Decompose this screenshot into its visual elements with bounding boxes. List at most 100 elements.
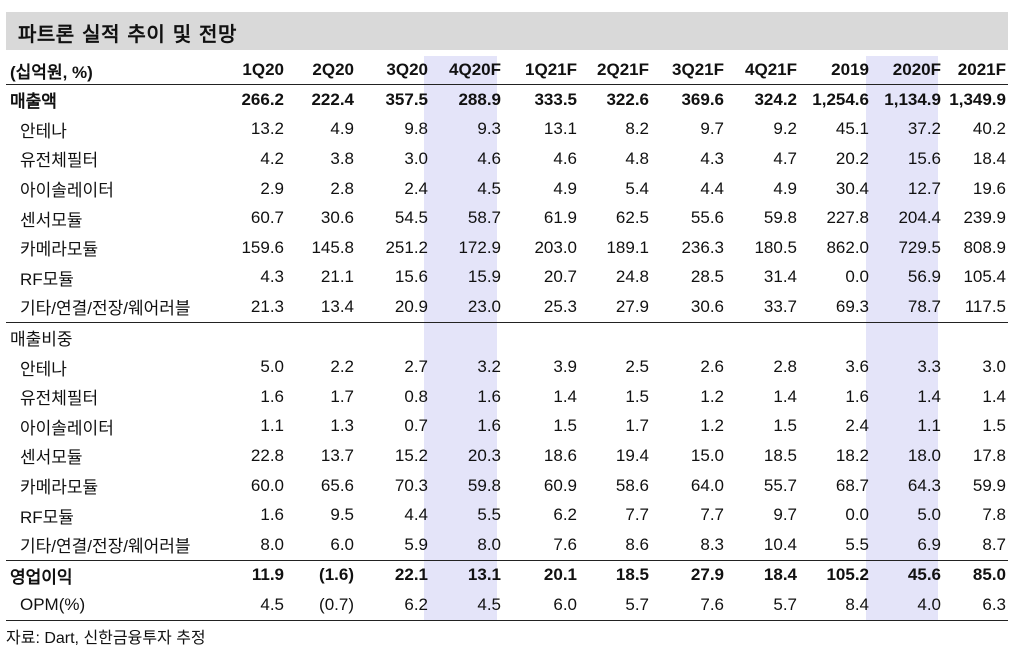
table-cell: 4.0 [871, 590, 943, 621]
table-cell [579, 321, 651, 353]
table-cell: 18.2 [835, 445, 869, 465]
table-cell: 172.9 [458, 237, 501, 257]
table-cell: 5.9 [404, 534, 428, 554]
table-cell: 8.6 [625, 534, 649, 554]
table-cell: 20.7 [543, 267, 577, 287]
table-cell: 21.3 [250, 296, 284, 316]
table-cell: 37.2 [907, 119, 941, 139]
table-row: 유전체필터 4.2 3.8 3.0 4.6 4.6 4.8 4.3 4.7 20.2 15.6 18.… [6, 144, 1008, 174]
table-cell: 4.9 [330, 119, 354, 139]
table-cell: 54.5 [394, 208, 428, 228]
table-cell: 5.0 [917, 505, 941, 525]
table-cell [356, 321, 430, 353]
table-row: 기타/연결/전장/웨어러블 8.0 6.0 5.9 8.0 7.6 8.6 8.3 10.4 5.… [6, 530, 1008, 560]
table-cell: 18.4 [972, 148, 1006, 168]
row-label: OPM(%) [6, 590, 212, 621]
table-cell: 6.0 [330, 534, 354, 554]
table-cell: 2.4 [404, 178, 428, 198]
table-cell: 203.0 [534, 237, 577, 257]
table-cell: 4.3 [700, 148, 724, 168]
col-header: 2021F [943, 56, 1008, 85]
table-title: 파트론 실적 추이 및 전망 [18, 22, 237, 46]
table-row: 기타/연결/전장/웨어러블 21.3 13.4 20.9 23.0 25.3 27.9 30.… [6, 292, 1008, 322]
table-cell: 105.2 [799, 559, 871, 591]
table-cell: 5.7 [579, 590, 651, 621]
table-cell: 30.6 [690, 296, 724, 316]
row-label: 센서모듈 [20, 448, 83, 468]
table-cell: 2.8 [330, 178, 354, 198]
table-row: 안테나 13.2 4.9 9.8 9.3 13.1 8.2 9.7 9.2 45.1 37.2 40.… [6, 115, 1008, 145]
table-cell: 13.1 [430, 559, 503, 591]
table-cell: 8.3 [700, 534, 724, 554]
table-cell: 20.3 [467, 445, 501, 465]
table-cell: 9.5 [330, 505, 354, 525]
table-row: 매출액 266.2 222.4 357.5 288.9 333.5 322.6 369.6 32… [6, 85, 1008, 115]
table-cell: 6.2 [553, 505, 577, 525]
table-cell [871, 321, 943, 353]
table-cell: 18.6 [543, 445, 577, 465]
table-cell: 64.0 [690, 475, 724, 495]
table-cell: 4.8 [625, 148, 649, 168]
table-cell: 2.5 [625, 357, 649, 377]
table-cell: 25.3 [543, 296, 577, 316]
table-cell: 1.7 [330, 386, 354, 406]
table-cell: 20.9 [394, 296, 428, 316]
table-cell: 55.7 [763, 475, 797, 495]
table-cell: 0.0 [845, 505, 869, 525]
table-cell: 59.8 [763, 208, 797, 228]
table-cell: 21.1 [320, 267, 354, 287]
col-header: 2Q21F [579, 56, 651, 85]
table-row: 유전체필터 1.6 1.7 0.8 1.6 1.4 1.5 1.2 1.4 1.6 1.4 1.4 [6, 382, 1008, 412]
table-cell: 1.6 [260, 505, 284, 525]
table-cell: 64.3 [907, 475, 941, 495]
table-row: 안테나 5.0 2.2 2.7 3.2 3.9 2.5 2.6 2.8 3.6 3.3 3.0 [6, 352, 1008, 382]
table-cell: 1.6 [845, 386, 869, 406]
row-label: 아이솔레이터 [20, 181, 114, 201]
table-cell: 13.2 [250, 119, 284, 139]
table-cell: 0.7 [404, 416, 428, 436]
table-row: OPM(%) 4.5 (0.7) 6.2 4.5 6.0 5.7 7.6 5.7 8.4 4.0 6.… [6, 590, 1008, 621]
table-cell: 1.6 [477, 416, 501, 436]
col-header: 3Q20 [356, 56, 430, 85]
table-cell: 4.5 [212, 590, 286, 621]
col-header: 4Q20F [430, 56, 503, 85]
table-cell: 2.7 [404, 357, 428, 377]
table-cell: 58.7 [467, 208, 501, 228]
table-cell: 18.0 [907, 445, 941, 465]
table-cell: 6.9 [917, 534, 941, 554]
table-cell: 7.7 [700, 505, 724, 525]
table-cell: 28.5 [690, 267, 724, 287]
table-cell: 30.6 [320, 208, 354, 228]
table-cell: 20.1 [503, 559, 579, 591]
financial-table: (십억원, %) 1Q20 2Q20 3Q20 4Q20F 1Q21F 2Q21… [6, 56, 1008, 621]
table-cell: 19.6 [972, 178, 1006, 198]
table-cell: 4.3 [260, 267, 284, 287]
table-cell: 8.0 [260, 534, 284, 554]
table-cell: 27.9 [615, 296, 649, 316]
table-cell: 4.4 [404, 505, 428, 525]
row-label: 카메라모듈 [20, 240, 99, 260]
table-cell: 70.3 [394, 475, 428, 495]
row-label: 기타/연결/전장/웨어러블 [20, 299, 191, 319]
table-cell: 8.0 [477, 534, 501, 554]
table-cell: 15.0 [690, 445, 724, 465]
row-label: RF모듈 [20, 507, 74, 527]
table-row: 아이솔레이터 1.1 1.3 0.7 1.6 1.5 1.7 1.2 1.5 2.4 1.1 1.5 [6, 412, 1008, 442]
table-cell: 19.4 [615, 445, 649, 465]
table-cell: 5.4 [625, 178, 649, 198]
table-cell [799, 321, 871, 353]
table-cell: 1,349.9 [949, 89, 1006, 109]
table-cell: 78.7 [907, 296, 941, 316]
table-cell: 2.9 [260, 178, 284, 198]
table-cell: 1.4 [773, 386, 797, 406]
table-cell: 222.4 [311, 89, 354, 109]
table-cell: 1.6 [260, 386, 284, 406]
table-cell: 61.9 [543, 208, 577, 228]
table-cell: 808.9 [963, 237, 1006, 257]
table-cell: 22.8 [250, 445, 284, 465]
table-cell: 58.6 [615, 475, 649, 495]
table-cell: 45.6 [871, 559, 943, 591]
table-cell: 3.9 [553, 357, 577, 377]
table-cell: 40.2 [972, 119, 1006, 139]
table-cell: 5.7 [726, 590, 799, 621]
